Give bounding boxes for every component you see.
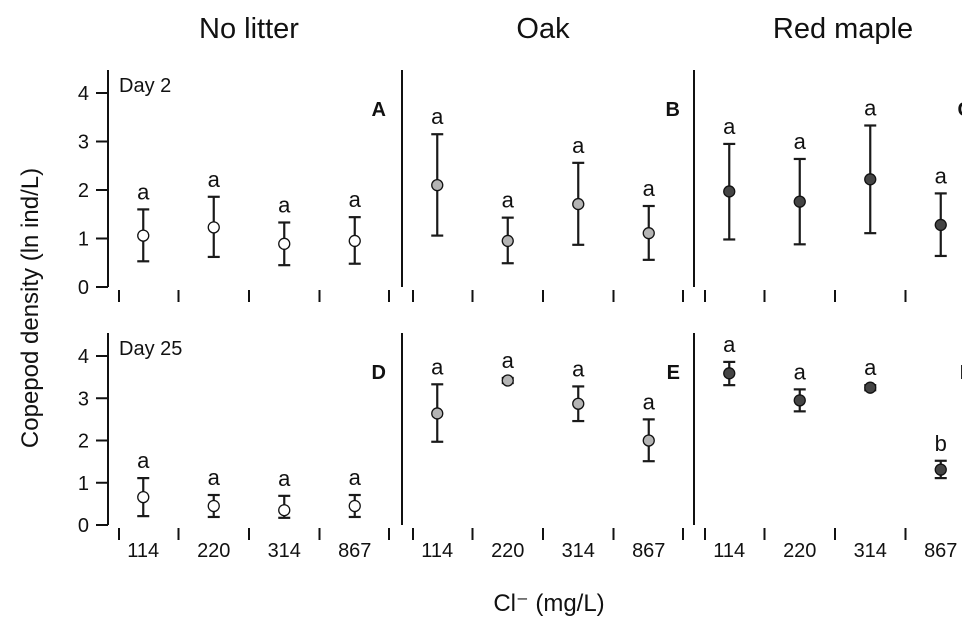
panel-d: 0 1 2 3 4 114 220 314 867 D Day 25 a a a a [78,333,390,562]
panel-d-sig-letter: a [278,466,291,491]
panel-d-x-tick-label: 114 [127,540,159,562]
panel-a: 0 1 2 3 4 A Day 2 a a a a [78,70,390,302]
panel-d-x-tick-label: 867 [338,540,371,562]
panel-c-sig-letter: a [935,163,948,188]
panel-c-data-point [864,173,877,186]
panel-d-data-point [348,499,361,513]
panel-d-y-tick-label: 3 [78,388,89,410]
panel-d-y-tick-label: 0 [78,515,89,537]
panel-b-letter: B [666,99,680,121]
panel-a-data-point [207,221,220,234]
panel-a-sig-letter: a [137,179,150,204]
panel-d-row-label: Day 25 [119,338,182,360]
panel-d-x-tick-label: 314 [268,540,301,562]
x-axis-label: Cl⁻ (mg/L) [493,590,604,617]
panel-d-sig-letter: a [349,465,362,490]
panel-a-sig-letter: a [278,192,291,217]
panel-f-x-tick-label: 314 [854,540,887,562]
panel-d-sig-letter: a [137,448,150,473]
panel-b-data-point [431,178,444,192]
panel-a-data-point [137,229,150,242]
panel-b-data-point [642,227,655,240]
panel-c-sig-letter: a [723,114,736,139]
panel-d-y-tick-label: 4 [78,346,89,368]
panel-a-row-label: Day 2 [119,75,171,97]
panel-e-data-point [572,397,585,410]
panel-c-letter: C [958,99,962,121]
panel-d-sig-letter: a [208,465,221,490]
panel-a-data-point [278,237,291,250]
panel-d-x-tick-label: 220 [197,540,230,562]
panel-e-sig-letter: a [502,348,515,373]
column-title-red-maple: Red maple [773,13,913,45]
panel-a-y-tick-label: 0 [78,277,89,299]
panel-a-sig-letter: a [208,167,221,192]
panel-e-sig-letter: a [572,356,585,381]
y-axis-label: Copepod density (ln ind/L) [17,168,44,448]
panel-c-data-point [793,195,806,208]
panel-b-sig-letter: a [643,176,656,201]
panel-b-sig-letter: a [431,104,444,129]
panel-f-data-point [793,394,806,407]
panel-e-x-tick-label: 114 [421,540,453,562]
panel-b-sig-letter: a [502,188,515,213]
panel-b-sig-letter: a [572,133,585,158]
panel-c: Ca a a a [693,70,962,302]
panel-b-data-point [501,234,514,248]
panel-a-data-point [348,234,361,248]
panel-f-x-tick-label: 867 [924,540,957,562]
panel-d-data-point [207,499,220,513]
panel-f-sig-letter: b [935,431,947,456]
panel-f: 114 220 314 867 Fa a a b [693,332,962,562]
panel-f-data-point [934,463,947,476]
panel-e-x-tick-label: 220 [491,540,524,562]
panel-d-data-point [278,504,291,517]
panel-d-y-tick-label: 1 [78,473,89,495]
panel-f-x-tick-label: 114 [713,540,745,562]
panel-a-y-tick-label: 3 [78,132,89,154]
panel-f-letter: F [960,362,962,384]
panel-e: 114 220 314 867 Ea a a a [401,333,684,562]
panel-e-data-point [642,434,655,447]
panel-c-data-point [934,218,947,232]
panel-f-data-point [723,367,736,380]
panel-a-y-tick-label: 4 [78,83,89,105]
panel-e-x-tick-label: 867 [632,540,665,562]
panel-a-y-tick-label: 1 [78,229,89,251]
panel-a-sig-letter: a [349,187,362,212]
panel-f-sig-letter: a [864,355,877,380]
panel-f-sig-letter: a [723,332,736,357]
panel-e-x-tick-label: 314 [562,540,595,562]
panel-c-sig-letter: a [794,129,807,154]
panel-b-data-point [572,197,585,211]
column-title-oak: Oak [516,13,570,45]
panel-a-y-tick-label: 2 [78,180,89,202]
panel-a-letter: A [372,99,386,121]
column-title-no-litter: No litter [199,13,299,45]
panel-d-y-tick-label: 2 [78,431,89,453]
panel-d-letter: D [372,362,386,384]
panel-e-data-point [501,374,514,387]
panel-f-sig-letter: a [794,359,807,384]
panel-e-sig-letter: a [643,389,656,414]
panel-c-sig-letter: a [864,95,877,120]
panel-f-x-tick-label: 220 [783,540,816,562]
panel-b: Ba a a a [401,70,684,302]
panel-e-letter: E [667,362,680,384]
panel-e-sig-letter: a [431,354,444,379]
panel-d-data-point [137,490,150,504]
panel-f-data-point [864,381,877,394]
panel-e-data-point [431,407,444,420]
panel-c-data-point [723,185,736,198]
